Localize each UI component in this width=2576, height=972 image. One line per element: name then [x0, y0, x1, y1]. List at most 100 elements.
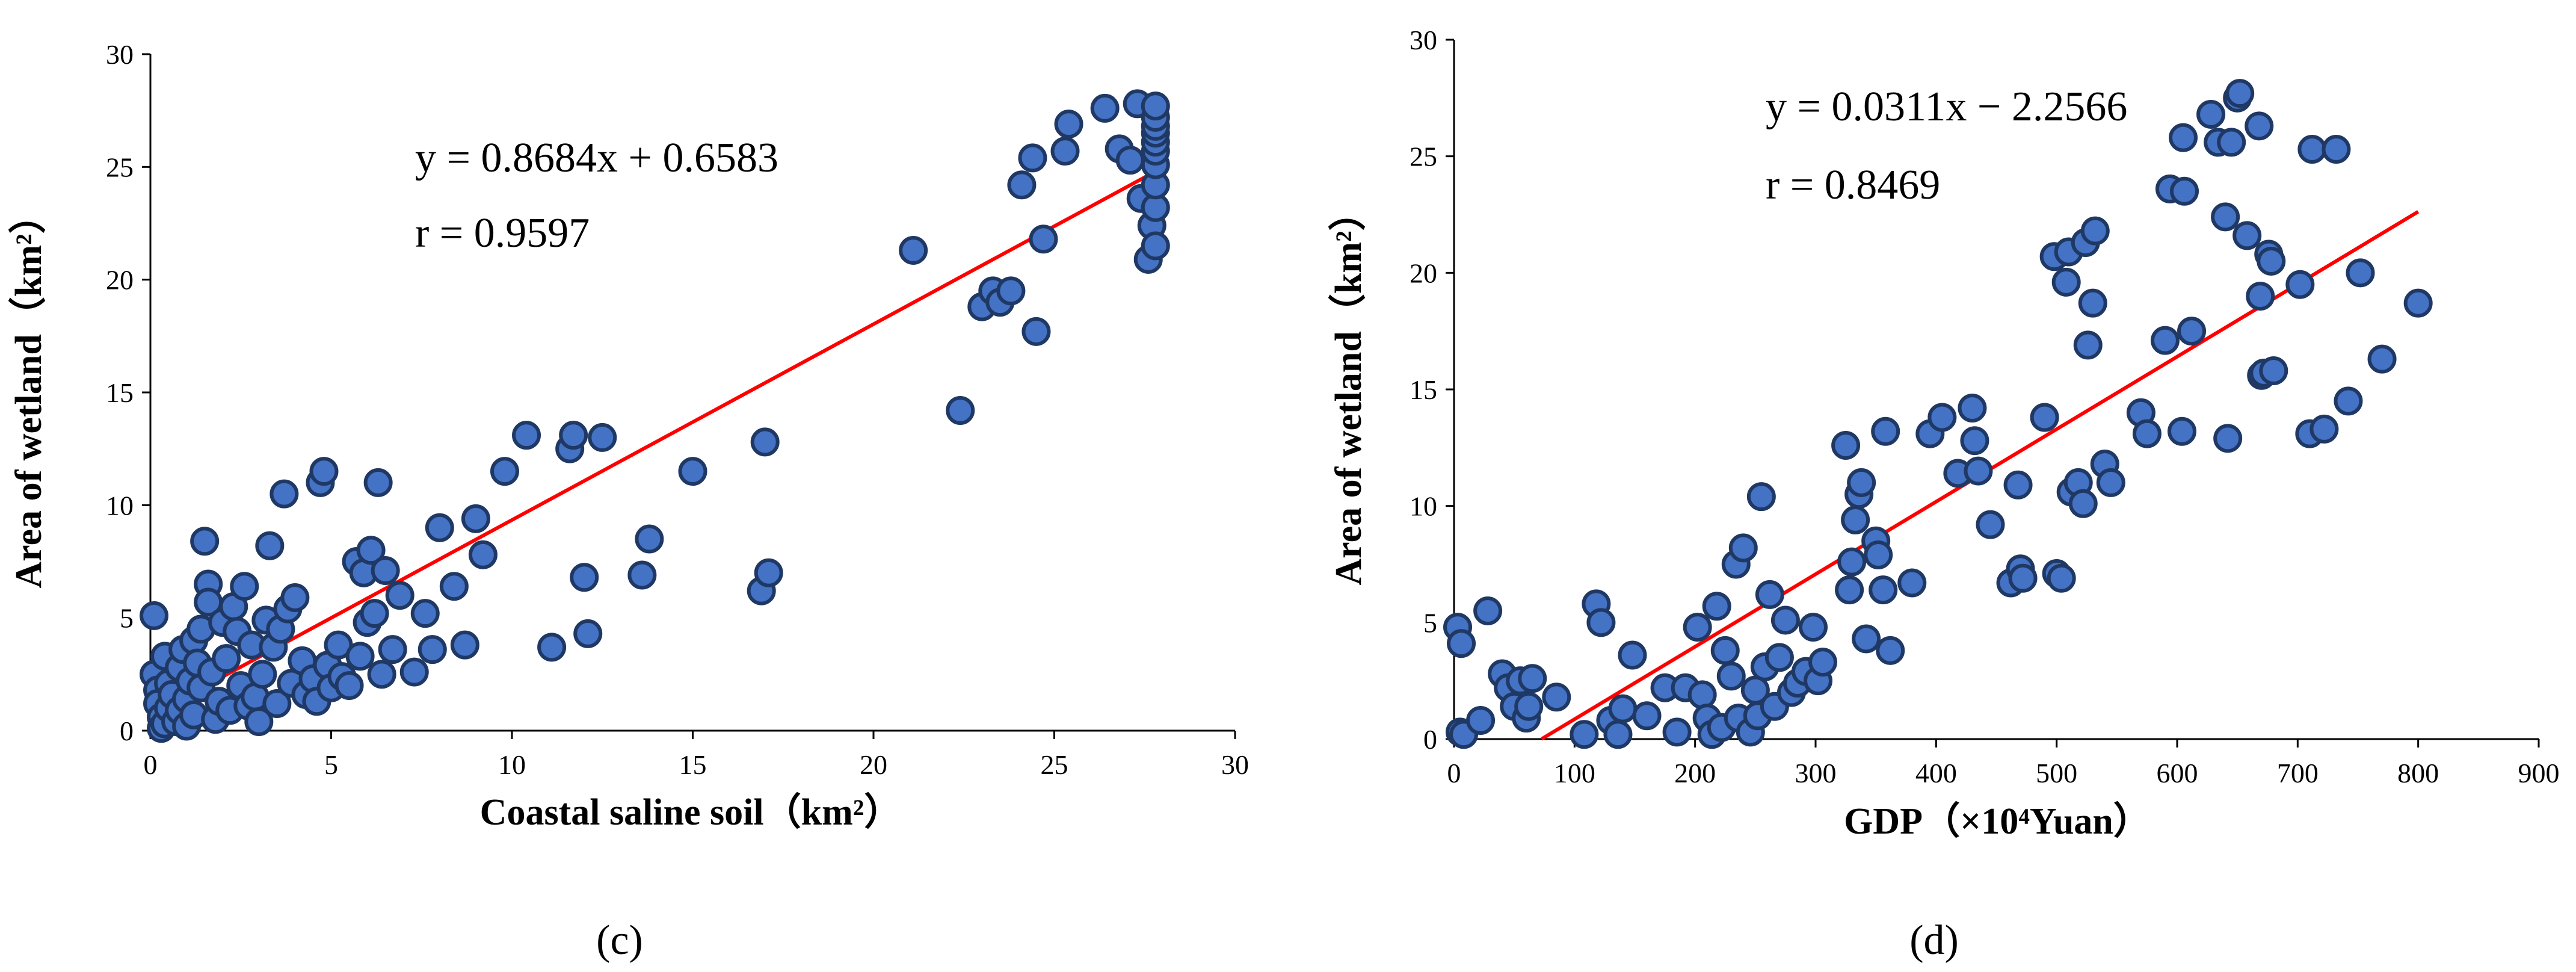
data-point	[1871, 416, 1900, 446]
data-point	[1029, 224, 1058, 254]
data-point	[1662, 717, 1692, 747]
data-point	[450, 630, 479, 660]
data-point	[356, 536, 386, 565]
data-point	[1021, 317, 1051, 346]
data-point	[537, 633, 567, 662]
data-point	[1586, 608, 1616, 637]
x-tick-label: 700	[2277, 758, 2319, 788]
data-point	[2257, 246, 2286, 276]
x-tick-label: 400	[1915, 758, 1957, 788]
data-point	[468, 540, 498, 569]
data-point	[2177, 317, 2207, 346]
data-point	[1141, 231, 1170, 261]
data-point	[345, 642, 375, 671]
data-point	[2080, 216, 2110, 246]
data-point	[573, 619, 603, 648]
data-point	[512, 421, 541, 450]
data-point	[1835, 575, 1864, 605]
data-point	[2245, 111, 2274, 141]
y-tick-label: 5	[120, 603, 134, 634]
x-tick-label: 20	[860, 749, 887, 780]
data-point	[244, 707, 274, 737]
data-point	[1683, 613, 1712, 642]
data-point	[627, 560, 657, 590]
data-point	[1798, 613, 1828, 642]
data-point	[899, 235, 928, 265]
data-point	[2068, 489, 2098, 518]
data-point	[1702, 592, 1731, 621]
data-point	[1964, 456, 1993, 486]
x-tick-label: 25	[1041, 749, 1068, 780]
data-point	[559, 421, 588, 450]
data-point	[1876, 636, 1905, 665]
data-point	[2078, 288, 2107, 318]
data-point	[2322, 135, 2351, 164]
data-point	[270, 479, 299, 509]
y-tick-label: 15	[1410, 374, 1437, 405]
data-point	[1518, 664, 1547, 693]
data-point	[678, 457, 707, 486]
data-point	[2346, 258, 2375, 288]
data-point	[2170, 176, 2199, 206]
trendline	[149, 167, 1160, 717]
data-point	[418, 635, 447, 664]
y-tick-label: 30	[1410, 25, 1437, 55]
data-point	[1770, 605, 1800, 635]
data-point	[1514, 692, 1544, 721]
data-point	[212, 644, 241, 673]
data-point	[425, 513, 454, 542]
data-point	[1728, 533, 1758, 563]
x-tick-label: 300	[1795, 758, 1837, 788]
data-point	[1841, 505, 1870, 534]
data-point	[754, 558, 783, 587]
correlation-coefficient: r = 0.9597	[415, 210, 590, 256]
data-point	[1466, 706, 1496, 735]
data-point	[2217, 128, 2246, 157]
data-point	[1764, 643, 1794, 672]
data-point	[1852, 624, 1881, 654]
x-tick-label: 500	[2036, 758, 2077, 788]
data-point	[140, 601, 169, 630]
data-point	[1837, 547, 1867, 577]
data-point	[1897, 568, 1927, 598]
data-point	[1603, 720, 1633, 749]
x-tick-label: 900	[2518, 758, 2560, 788]
y-tick-label: 30	[106, 39, 134, 70]
regression-equation: y = 0.8684x + 0.6583	[415, 135, 778, 181]
x-tick-label: 200	[1674, 758, 1716, 788]
data-point	[2196, 99, 2226, 129]
data-point	[324, 630, 353, 660]
data-point	[2367, 344, 2397, 374]
panel-label: (d)	[1909, 917, 1959, 964]
x-tick-label: 10	[498, 749, 526, 780]
data-point	[1976, 510, 2005, 539]
data-point	[230, 572, 259, 601]
data-point	[360, 599, 389, 628]
data-point	[2008, 563, 2038, 593]
correlation-coefficient: r = 0.8469	[1766, 162, 1940, 208]
data-point	[1608, 694, 1638, 723]
x-tick-label: 0	[144, 749, 158, 780]
data-point	[2211, 202, 2240, 232]
data-point	[2150, 326, 2180, 355]
data-point	[371, 556, 400, 585]
data-point	[309, 457, 339, 486]
data-point	[1927, 403, 1957, 432]
data-point	[946, 395, 975, 425]
data-point	[570, 563, 599, 592]
data-point	[2232, 221, 2262, 250]
data-point	[2047, 563, 2076, 593]
data-point	[1847, 468, 1876, 497]
data-point	[1687, 680, 1717, 710]
data-point	[1054, 110, 1083, 139]
regression-equation: y = 0.0311x − 2.2566	[1766, 84, 2127, 130]
data-point	[439, 572, 469, 601]
data-point	[635, 524, 664, 554]
data-point	[399, 657, 429, 687]
data-point	[2297, 135, 2327, 164]
data-point	[2030, 403, 2059, 432]
data-point	[750, 427, 780, 457]
data-point	[1007, 170, 1037, 200]
data-point	[334, 671, 364, 701]
data-point	[2285, 270, 2315, 299]
